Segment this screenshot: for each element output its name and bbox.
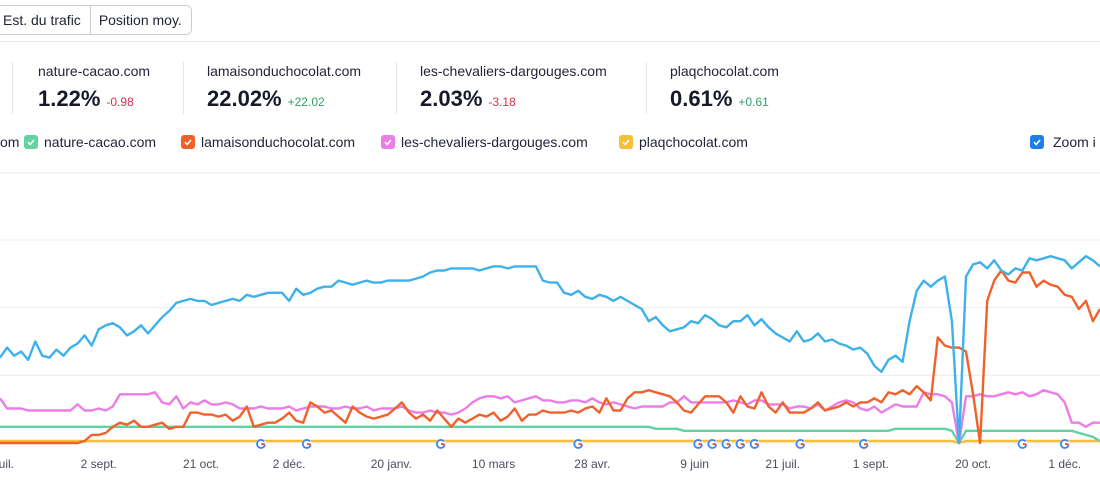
metric-value: 22.02% <box>207 86 282 111</box>
series-line <box>0 439 1100 445</box>
metric-delta: -0.98 <box>106 95 134 109</box>
metric-delta: +0.61 <box>738 95 769 109</box>
marker-arc <box>573 439 584 449</box>
google-update-marker-icon <box>795 438 806 450</box>
google-update-marker-icon <box>1059 438 1070 450</box>
google-update-marker-icon <box>1017 438 1028 450</box>
google-update-marker-icon <box>255 438 267 450</box>
x-tick-label: 10 mars <box>472 457 515 471</box>
metric-nature-cacao: nature-cacao.com 1.22% -0.98 <box>38 58 150 112</box>
marker-arc <box>435 439 446 449</box>
metric-divider <box>396 62 397 114</box>
x-tick-label: 21 oct. <box>183 457 219 471</box>
metric-divider <box>646 62 647 114</box>
legend-item-nature-cacao[interactable]: nature-cacao.com <box>24 134 156 150</box>
metric-value: 1.22% <box>38 86 101 111</box>
google-update-marker-icon <box>707 438 718 450</box>
legend-label: nature-cacao.com <box>44 134 157 150</box>
zoom-label: Zoom i <box>1053 134 1096 150</box>
marker-arc <box>859 439 869 449</box>
metric-domain: nature-cacao.com <box>38 63 151 79</box>
metric-divider <box>183 62 184 114</box>
checkbox-checked-icon[interactable] <box>181 135 195 149</box>
x-tick-label: 28 avr. <box>574 457 610 471</box>
metric-domain: plaqchocolat.com <box>670 63 779 79</box>
chart-legend: om nature-cacao.com lamaisonduchocolat.c… <box>0 134 1100 154</box>
series-line <box>0 269 1100 445</box>
zoom-toggle[interactable]: Zoom i <box>1030 134 1096 150</box>
metric-domain: lamaisonduchocolat.com <box>207 63 362 79</box>
google-update-marker-icon <box>858 438 869 450</box>
marker-arc <box>749 439 760 449</box>
tab-average-position[interactable]: Position moy. <box>89 6 191 34</box>
x-tick-label: 20 oct. <box>955 457 991 471</box>
legend-label: plaqchocolat.com <box>639 134 748 150</box>
google-update-marker-icon <box>573 438 584 450</box>
google-update-marker-icon <box>692 438 704 450</box>
tab-traffic-estimate[interactable]: Est. du trafic <box>0 6 90 34</box>
metric-tabs: Est. du trafic Position moy. <box>0 5 192 35</box>
series-line <box>0 389 1100 445</box>
checkbox-checked-icon[interactable] <box>1030 135 1044 149</box>
metrics-row: nature-cacao.com 1.22% -0.98 lamaisonduch… <box>0 58 1100 118</box>
x-tick-label: 2 sept. <box>81 457 117 471</box>
x-tick-label: 2 déc. <box>273 457 306 471</box>
legend-label: les-chevaliers-dargouges.com <box>401 134 588 150</box>
series-line <box>0 255 1100 445</box>
legend-item-les-chevaliers-dargouges[interactable]: les-chevaliers-dargouges.com <box>381 134 588 150</box>
checkbox-checked-icon[interactable] <box>381 135 395 149</box>
marker-arc <box>721 439 732 449</box>
google-update-marker-icon <box>721 438 732 450</box>
metric-delta: -3.18 <box>488 95 516 109</box>
legend-item-plaqchocolat[interactable]: plaqchocolat.com <box>619 134 748 150</box>
x-tick-label: 1 sept. <box>853 457 889 471</box>
traffic-line-chart: 2 juil. 2 sept. 21 oct. 2 déc. 20 janv. 10 ma… <box>0 172 1100 471</box>
marker-arc <box>301 439 312 449</box>
metric-domain: les-chevaliers-dargouges.com <box>420 63 607 79</box>
grid <box>0 172 1100 444</box>
metric-plaqchocolat: plaqchocolat.com 0.61% +0.61 <box>670 58 779 112</box>
checkbox-checked-icon[interactable] <box>619 135 633 149</box>
metric-lamaisonduchocolat: lamaisonduchocolat.com 22.02% +22.02 <box>207 58 361 112</box>
marker-arc <box>693 439 703 449</box>
checkbox-checked-icon[interactable] <box>24 135 38 149</box>
metric-value: 0.61% <box>670 86 733 111</box>
x-tick-label: 9 juin <box>680 457 709 471</box>
metric-les-chevaliers-dargouges: les-chevaliers-dargouges.com 2.03% -3.18 <box>420 58 607 112</box>
google-update-marker-icon <box>735 438 746 450</box>
marker-arc <box>795 439 806 449</box>
metric-value: 2.03% <box>420 86 483 111</box>
google-update-marker-icon <box>435 438 446 450</box>
google-update-marker-icon <box>301 438 312 450</box>
marker-arc <box>735 439 746 449</box>
x-tick-label: 20 janv. <box>371 457 412 471</box>
metric-delta: +22.02 <box>287 95 325 109</box>
x-tick-label: 21 juil. <box>765 457 800 471</box>
marker-arc <box>256 439 266 449</box>
google-update-marker-icon <box>749 438 760 450</box>
legend-item-cut[interactable]: om <box>0 134 20 150</box>
header-divider <box>0 41 1100 42</box>
marker-arc <box>1059 439 1070 449</box>
marker-arc <box>1017 439 1028 449</box>
x-tick-label: 1 déc. <box>1048 457 1081 471</box>
marker-arc <box>707 439 718 449</box>
legend-item-lamaisonduchocolat[interactable]: lamaisonduchocolat.com <box>181 134 355 150</box>
legend-label: lamaisonduchocolat.com <box>201 134 356 150</box>
x-tick-label: 2 juil. <box>0 457 14 471</box>
metric-divider <box>12 62 13 114</box>
